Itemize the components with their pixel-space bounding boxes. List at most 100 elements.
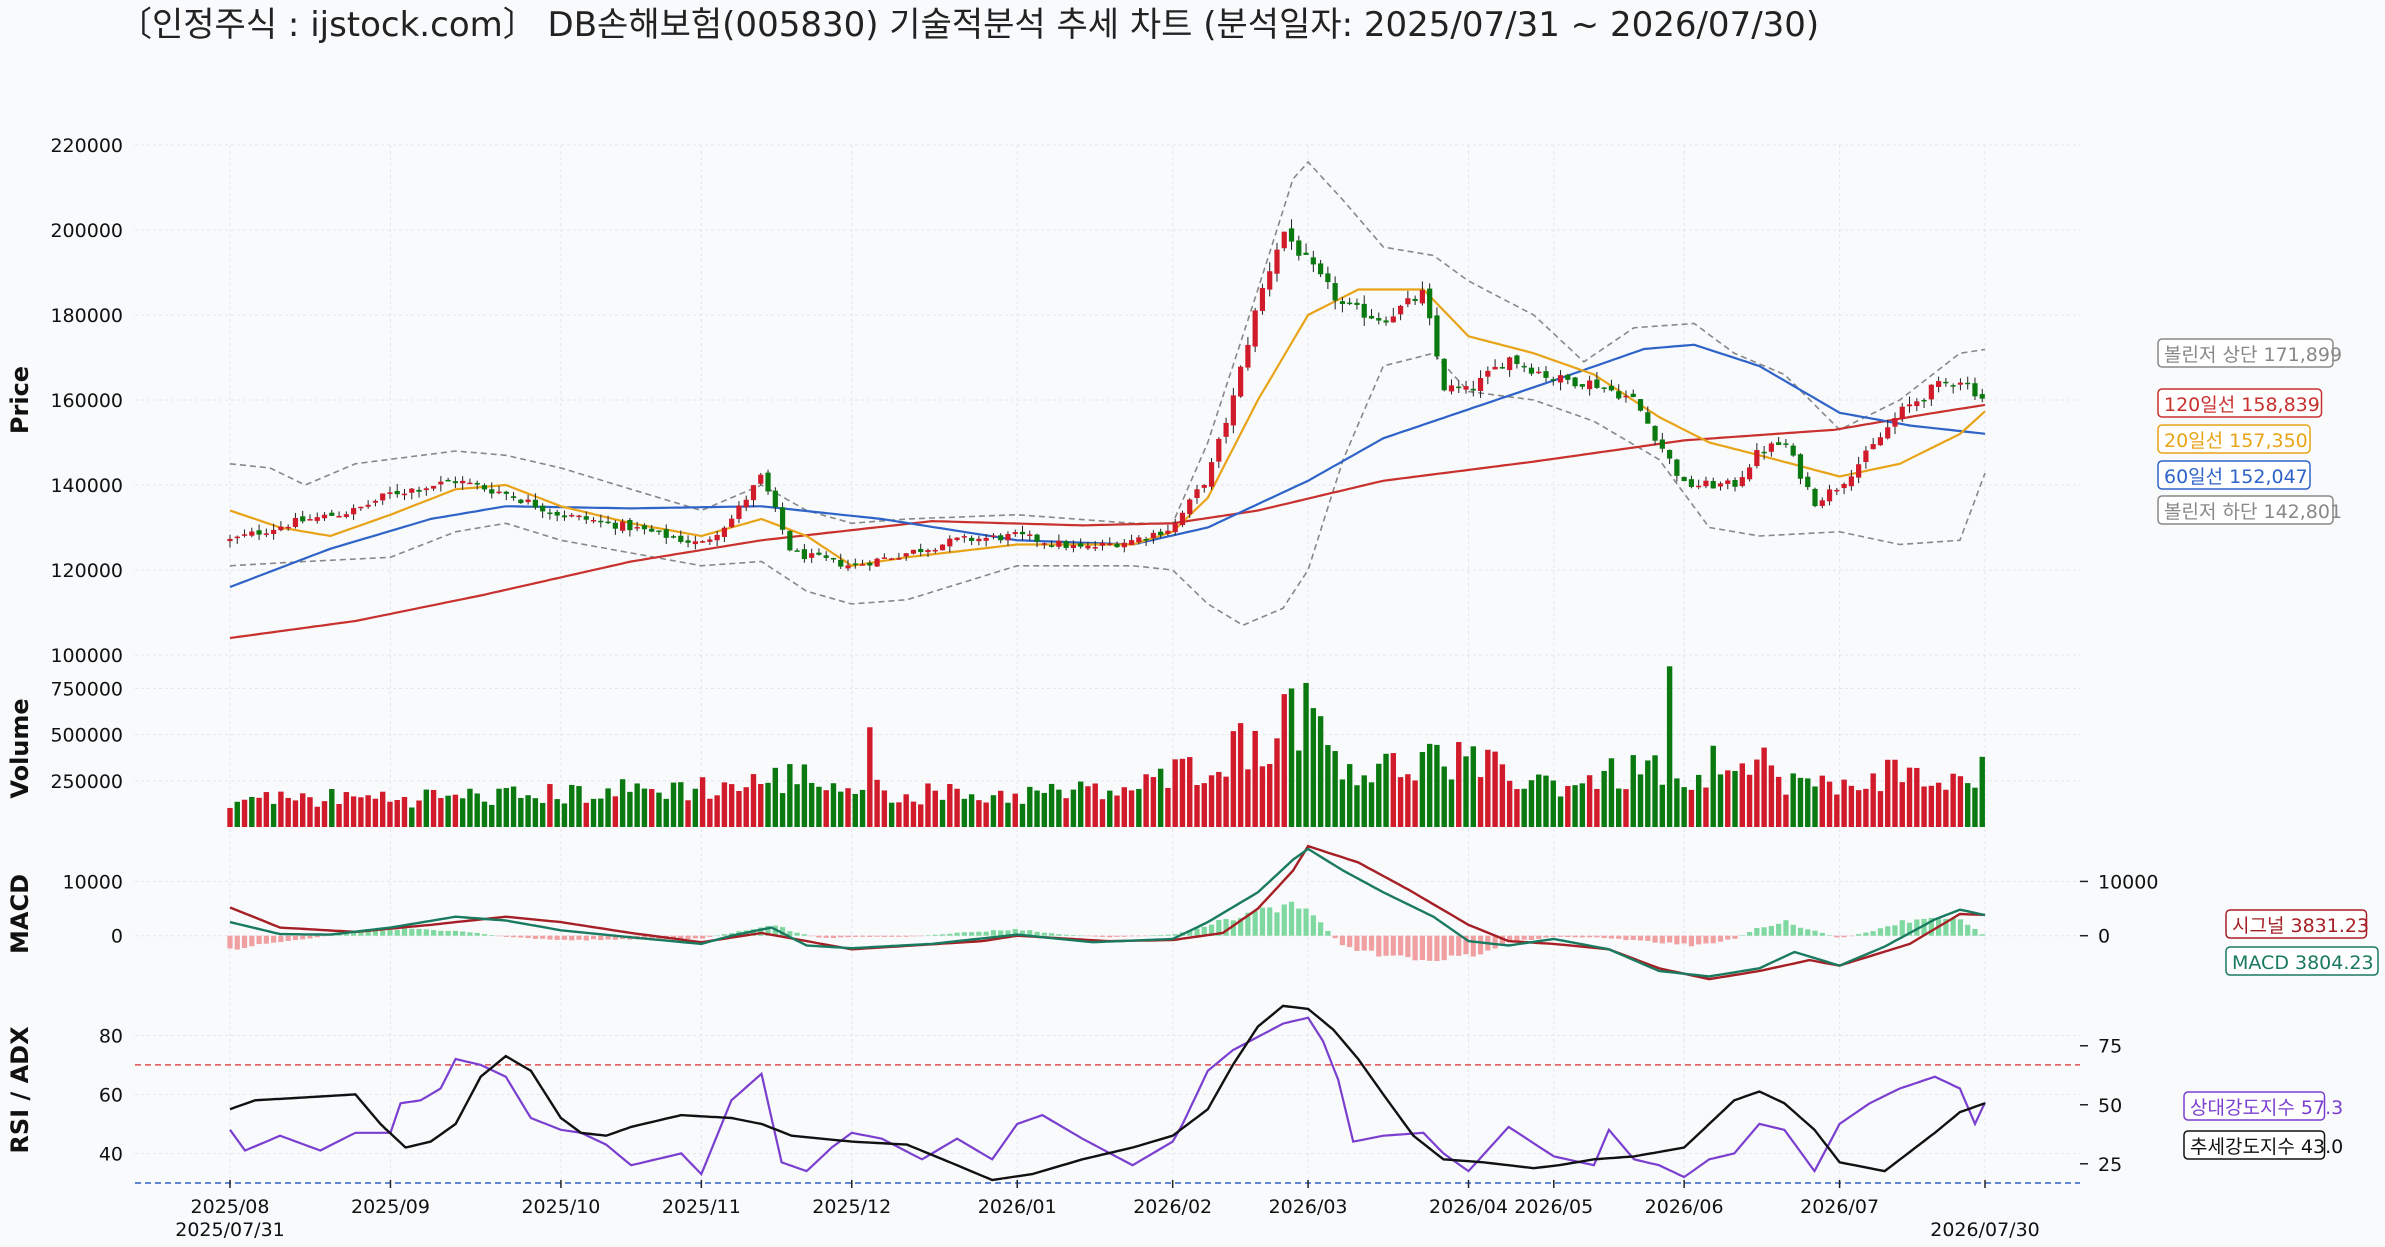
macd-hist-bar <box>1783 920 1789 936</box>
macd-hist-bar <box>1347 935 1353 948</box>
volume-bar <box>1645 760 1651 827</box>
macd-hist-bar <box>670 935 677 939</box>
volume-bar <box>510 786 517 827</box>
candle-body <box>670 536 677 538</box>
volume-bar <box>1935 782 1942 827</box>
volume-bar <box>1790 773 1796 827</box>
macd-hist-bar <box>1863 932 1869 936</box>
macd-hist-bar <box>1318 922 1324 936</box>
candle-body <box>1448 385 1455 392</box>
candle-body <box>1572 377 1578 387</box>
candle-body <box>1659 439 1665 449</box>
macd-hist-bar <box>889 935 895 937</box>
candle-body <box>430 485 437 489</box>
volume-bar <box>350 796 357 827</box>
candle-body <box>394 490 400 495</box>
rsi-y-tick: 40 <box>99 1143 123 1165</box>
macd-hist-bar <box>1019 930 1026 936</box>
rsi-right-tick: 50 <box>2098 1095 2122 1117</box>
macd-hist-bar <box>1252 911 1258 936</box>
volume-bar <box>779 793 786 827</box>
macd-hist-bar <box>1812 930 1818 936</box>
volume-bar <box>1405 774 1411 827</box>
volume-bar <box>1019 803 1026 827</box>
candle-body <box>1914 401 1920 407</box>
macd-hist-bar <box>358 930 364 936</box>
volume-bar <box>714 795 720 827</box>
macd-hist-bar <box>1332 935 1338 939</box>
candle-body <box>1354 302 1360 305</box>
macd-hist-bar <box>1390 935 1396 956</box>
candle-body <box>1143 538 1149 541</box>
macd-hist-bar <box>583 935 589 941</box>
candle-body <box>569 514 575 517</box>
candle-body <box>1456 386 1462 389</box>
candle-body <box>1965 382 1971 385</box>
candle-body <box>1739 477 1745 487</box>
candle-body <box>1376 318 1382 321</box>
macd-hist-bar <box>438 930 444 936</box>
volume-bar <box>1514 789 1520 827</box>
macd-hist-bar <box>1456 935 1462 956</box>
volume-bar <box>1136 788 1142 827</box>
candle-body <box>321 514 328 519</box>
candle-body <box>1768 443 1774 452</box>
candle-body <box>969 537 975 541</box>
macd-hist-bar <box>903 935 909 937</box>
macd-hist-bar <box>1703 935 1709 944</box>
rsi-y-tick: 80 <box>99 1025 123 1047</box>
candle-body <box>1332 283 1338 301</box>
macd-signal-line <box>229 844 1986 981</box>
macd-hist-bar <box>1448 935 1455 956</box>
candle-body <box>823 555 829 558</box>
macd-hist-bar <box>510 935 517 938</box>
volume-bar <box>1368 782 1375 827</box>
macd-hist-bar <box>1790 924 1796 936</box>
volume-bar <box>1056 789 1062 827</box>
volume-bar <box>1637 774 1644 827</box>
macd-hist-bar <box>721 934 728 936</box>
candle-body <box>1274 249 1280 274</box>
macd-hist-bar <box>925 935 931 936</box>
candle-body <box>1172 522 1178 533</box>
macd-hist-bar <box>1238 917 1244 936</box>
candle-body <box>1128 540 1135 545</box>
volume-bar <box>1812 786 1818 827</box>
volume-bar <box>1179 758 1186 827</box>
volume-bar <box>1870 773 1876 827</box>
candle-body <box>1019 531 1026 535</box>
macd-hist-bar <box>605 935 611 940</box>
macd-hist-bar <box>292 935 299 941</box>
volume-bar <box>968 794 975 827</box>
candle-body <box>1201 484 1207 488</box>
macd-hist-bar <box>1507 935 1513 943</box>
ma60-line <box>229 343 1986 589</box>
volume-bar <box>1281 694 1287 827</box>
candle-body <box>1318 263 1324 275</box>
macd-hist-bar <box>1281 904 1287 936</box>
macd-hist-bar <box>1085 935 1091 937</box>
macd-hist-bar <box>1012 929 1018 936</box>
candle-body <box>1957 382 1964 385</box>
volume-bar <box>1877 791 1884 827</box>
macd-hist-bar <box>1594 935 1600 938</box>
candle-body <box>1725 480 1731 484</box>
macd-hist-bar <box>714 935 720 937</box>
candle-body <box>1892 418 1898 427</box>
volume-bar <box>1346 764 1353 827</box>
macd-hist-bar <box>1841 935 1847 938</box>
candle-body <box>605 521 611 524</box>
volume-bar <box>1681 787 1687 827</box>
macd-hist-bar <box>1928 918 1934 936</box>
macd-hist-bar <box>1732 935 1738 939</box>
x-tick-label: 2026/06 <box>1645 1196 1724 1218</box>
candle-body <box>641 525 648 530</box>
macd-hist-bar <box>881 935 887 937</box>
macd-hist-bar <box>1150 935 1156 936</box>
candle-body <box>1085 545 1091 549</box>
candle-body <box>1536 371 1542 374</box>
candle-body <box>620 521 626 531</box>
volume-bar <box>387 801 393 827</box>
volume-bar <box>1361 775 1367 827</box>
macd-hist-bar <box>1056 934 1062 936</box>
